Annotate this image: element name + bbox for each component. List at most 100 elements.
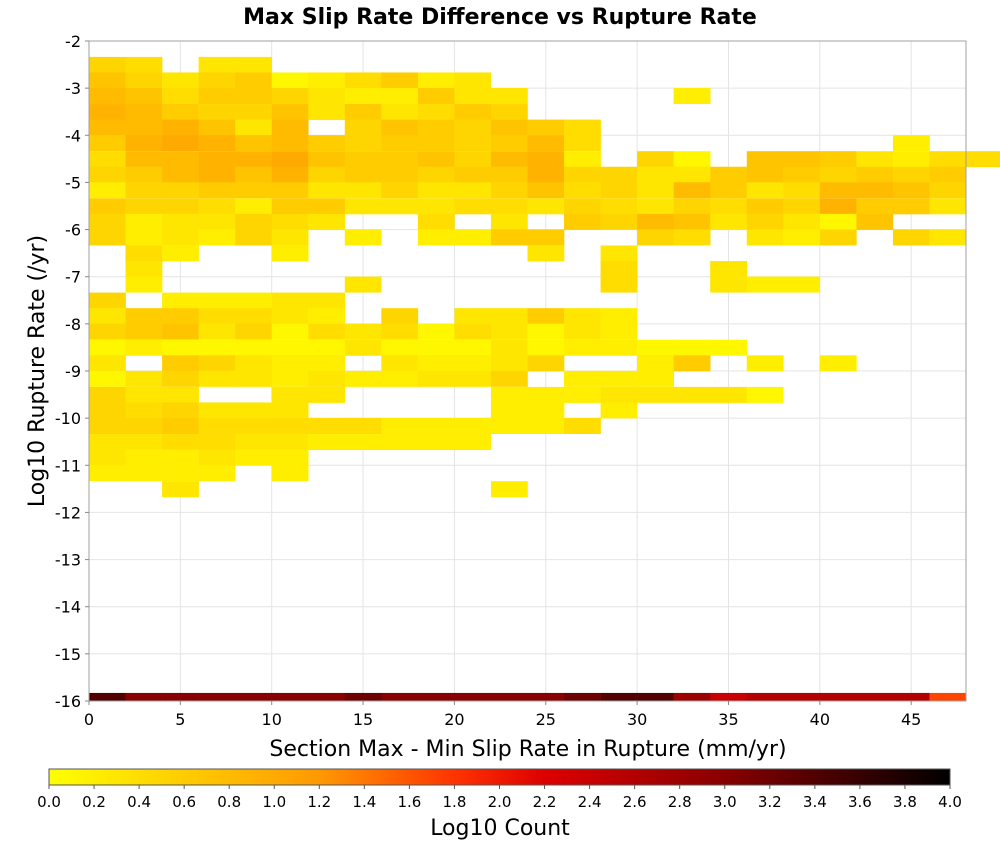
heatmap-cell bbox=[819, 229, 857, 246]
heatmap-cell bbox=[125, 213, 163, 230]
heatmap-cell bbox=[89, 355, 126, 372]
heatmap-cell bbox=[527, 119, 565, 136]
heatmap-cell bbox=[198, 308, 236, 325]
heatmap-cell bbox=[271, 119, 309, 136]
heatmap-cell bbox=[490, 166, 528, 183]
marginal-cell bbox=[417, 692, 455, 701]
heatmap-cell bbox=[417, 151, 455, 168]
marginal-cell bbox=[162, 692, 199, 701]
heatmap-cell bbox=[417, 355, 455, 372]
marginal-cell bbox=[637, 692, 674, 701]
heatmap-cell bbox=[125, 434, 163, 451]
heatmap-cell bbox=[271, 213, 309, 230]
heatmap-cell bbox=[527, 355, 565, 372]
heatmap-cell bbox=[600, 245, 638, 262]
heatmap-cell bbox=[600, 402, 638, 419]
y-tick-label: -13 bbox=[55, 551, 81, 570]
heatmap-cell bbox=[527, 339, 565, 356]
heatmap-cell bbox=[454, 166, 492, 183]
heatmap-cell bbox=[929, 182, 967, 199]
heatmap-cell bbox=[381, 119, 419, 136]
heatmap-cell bbox=[162, 449, 199, 466]
marginal-cell bbox=[308, 692, 346, 701]
heatmap-cell bbox=[746, 355, 784, 372]
heatmap-cell bbox=[308, 418, 346, 434]
heatmap-cell bbox=[89, 151, 126, 168]
heatmap-cell bbox=[490, 323, 528, 340]
heatmap-cell bbox=[271, 370, 309, 387]
heatmap-cell bbox=[89, 104, 126, 121]
heatmap-cell bbox=[564, 418, 601, 434]
heatmap-cell bbox=[308, 434, 346, 451]
heatmap-cell bbox=[637, 198, 674, 215]
heatmap-cell bbox=[198, 213, 236, 230]
heatmap-cell bbox=[198, 292, 236, 309]
heatmap-cell bbox=[564, 386, 601, 403]
heatmap-cell bbox=[490, 182, 528, 199]
heatmap-cell bbox=[710, 261, 748, 278]
heatmap-cell bbox=[198, 88, 236, 104]
heatmap-cell bbox=[454, 339, 492, 356]
heatmap-cell bbox=[162, 198, 199, 215]
heatmap-cell bbox=[381, 72, 419, 89]
heatmap-cell bbox=[637, 229, 674, 246]
heatmap-cell bbox=[162, 151, 199, 168]
heatmap-cell bbox=[198, 135, 236, 152]
heatmap-cell bbox=[490, 119, 528, 136]
heatmap-cell bbox=[527, 323, 565, 340]
heatmap-cell bbox=[198, 151, 236, 168]
heatmap-cell bbox=[344, 72, 382, 89]
heatmap-cell bbox=[856, 151, 894, 168]
x-tick-label: 25 bbox=[536, 710, 556, 729]
y-tick-label: -16 bbox=[55, 692, 81, 711]
heatmap-cell bbox=[564, 119, 601, 136]
heatmap-cell bbox=[454, 229, 492, 246]
heatmap-cell bbox=[271, 308, 309, 325]
heatmap-cell bbox=[235, 182, 273, 199]
heatmap-cell bbox=[637, 182, 674, 199]
heatmap-cell bbox=[125, 151, 163, 168]
heatmap-cell bbox=[746, 229, 784, 246]
heatmap-cell bbox=[819, 151, 857, 168]
heatmap-cell bbox=[344, 418, 382, 434]
heatmap-cell bbox=[564, 323, 601, 340]
marginal-cell bbox=[527, 692, 565, 701]
heatmap-cell bbox=[89, 135, 126, 152]
heatmap-cell bbox=[417, 104, 455, 121]
heatmap-cell bbox=[819, 198, 857, 215]
heatmap-cell bbox=[235, 323, 273, 340]
heatmap-cell bbox=[746, 151, 784, 168]
marginal-cell bbox=[198, 692, 236, 701]
heatmap-cell bbox=[162, 135, 199, 152]
heatmap-cell bbox=[454, 198, 492, 215]
heatmap-cell bbox=[417, 135, 455, 152]
y-tick-label: -6 bbox=[65, 221, 81, 240]
heatmap-cell bbox=[417, 166, 455, 183]
heatmap-cell bbox=[454, 88, 492, 104]
y-tick-label: -8 bbox=[65, 315, 81, 334]
heatmap-cell bbox=[490, 213, 528, 230]
marginal-cell bbox=[564, 692, 601, 701]
marginal-cell bbox=[929, 692, 967, 701]
heatmap-cell bbox=[381, 135, 419, 152]
marginal-cell bbox=[271, 692, 309, 701]
heatmap-cell bbox=[271, 198, 309, 215]
y-tick-label: -9 bbox=[65, 362, 81, 381]
heatmap-cell bbox=[89, 213, 126, 230]
heatmap-cell bbox=[125, 386, 163, 403]
heatmap-cell bbox=[564, 339, 601, 356]
heatmap-cell bbox=[637, 386, 674, 403]
heatmap-cell bbox=[162, 418, 199, 434]
colorbar-tick-label: 3.6 bbox=[848, 793, 872, 811]
heatmap-cell bbox=[454, 182, 492, 199]
heatmap-cell bbox=[162, 308, 199, 325]
heatmap-cell bbox=[673, 355, 711, 372]
heatmap-cell bbox=[235, 229, 273, 246]
heatmap-cell bbox=[564, 151, 601, 168]
heatmap-cell bbox=[344, 135, 382, 152]
colorbar-tick-label: 4.0 bbox=[938, 793, 962, 811]
heatmap-cell bbox=[600, 308, 638, 325]
heatmap-cell bbox=[381, 370, 419, 387]
heatmap-cell bbox=[235, 135, 273, 152]
heatmap-cell bbox=[271, 434, 309, 451]
